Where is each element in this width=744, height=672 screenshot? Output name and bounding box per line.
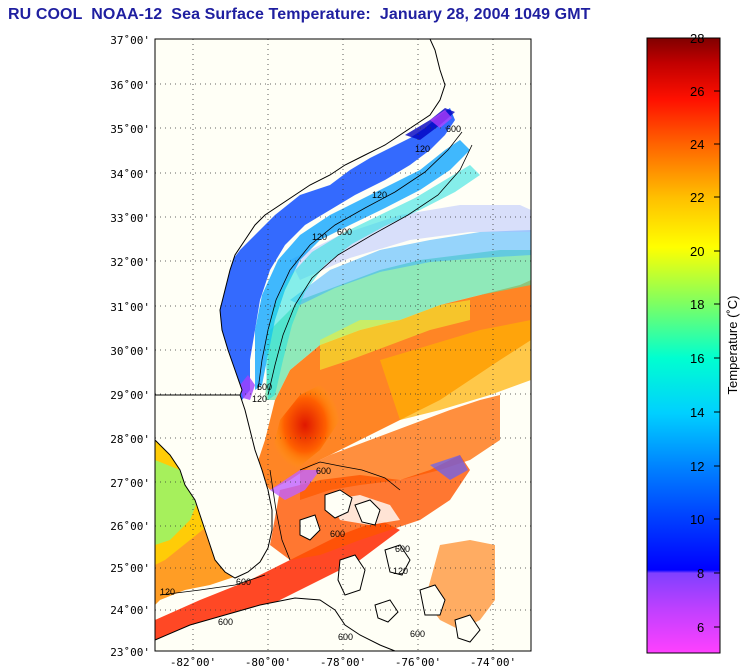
isobath-label: 600	[330, 529, 345, 539]
lat-tick-label: 24˚00'	[110, 604, 150, 617]
colorbar-tick-label: 8	[697, 566, 704, 581]
map-title: RU COOL NOAA-12 Sea Surface Temperature:…	[8, 6, 591, 23]
lat-tick-label: 30˚00'	[110, 345, 150, 358]
colorbar-tick-label: 6	[697, 620, 704, 635]
colorbar-axis-label: Temperature (˚C)	[725, 296, 740, 395]
lat-tick-label: 33˚00'	[110, 212, 150, 225]
isobath-label: 600	[218, 617, 233, 627]
isobath-label: 120	[415, 144, 430, 154]
lat-tick-label: 28˚00'	[110, 433, 150, 446]
isobath-label: 120	[372, 190, 387, 200]
lat-tick-label: 34˚00'	[110, 168, 150, 181]
lat-tick-label: 32˚00'	[110, 256, 150, 269]
isobath-contours	[159, 131, 473, 596]
colorbar-gradient	[646, 37, 721, 654]
isobath-label: 120	[312, 232, 327, 242]
lon-tick-label: -76˚00'	[395, 656, 441, 669]
lon-tick-label: -74˚00'	[470, 656, 516, 669]
isobath-label: 600	[395, 544, 410, 554]
colorbar-tick-label: 12	[690, 459, 704, 474]
lat-tick-label: 26˚00'	[110, 520, 150, 533]
isobath-label: 600	[410, 629, 425, 639]
graticule	[155, 39, 531, 651]
land	[154, 38, 481, 652]
colorbar-tick-label: 14	[690, 405, 704, 420]
map-border	[154, 38, 532, 652]
lat-tick-label: 36˚00'	[110, 79, 150, 92]
longitude-axis: -82˚00' -80˚00' -78˚00' -76˚00' -74˚00'	[170, 656, 516, 669]
colorbar-tick-label: 10	[690, 512, 704, 527]
colorbar: 6 8 10 12 14 16 18 20 22 24 26 28 Temper…	[646, 31, 740, 654]
isobath-label: 600	[338, 632, 353, 642]
isobath-label: 600	[446, 124, 461, 134]
isobath-label: 600	[257, 382, 272, 392]
lon-tick-label: -80˚00'	[245, 656, 291, 669]
isobath-labels: 600 120 120 600 120 600 600 120 600 120 …	[160, 124, 461, 642]
isobath-label: 120	[252, 394, 267, 404]
lat-tick-label: 29˚00'	[110, 389, 150, 402]
colorbar-ticks	[714, 37, 720, 628]
isobath-label: 600	[236, 577, 251, 587]
colorbar-tick-label: 22	[690, 190, 704, 205]
colorbar-tick-label: 26	[690, 84, 704, 99]
lat-tick-label: 37˚00'	[110, 34, 150, 47]
latitude-axis: 23˚00' 24˚00' 25˚00' 26˚00' 27˚00' 28˚00…	[110, 34, 150, 659]
colorbar-tick-label: 24	[690, 137, 704, 152]
lon-tick-label: -82˚00'	[170, 656, 216, 669]
isobath-label: 600	[337, 227, 352, 237]
lat-tick-label: 31˚00'	[110, 301, 150, 314]
colorbar-tick-label: 28	[690, 31, 704, 46]
lat-tick-label: 23˚00'	[110, 646, 150, 659]
isobath-label: 120	[160, 587, 175, 597]
colorbar-tick-label: 20	[690, 244, 704, 259]
isobath-label: 600	[316, 466, 331, 476]
colorbar-tick-label: 18	[690, 297, 704, 312]
lon-tick-label: -78˚00'	[320, 656, 366, 669]
lat-tick-label: 35˚00'	[110, 123, 150, 136]
colorbar-tick-label: 16	[690, 351, 704, 366]
isobath-label: 120	[393, 566, 408, 576]
lat-tick-label: 25˚00'	[110, 562, 150, 575]
lat-tick-label: 27˚00'	[110, 477, 150, 490]
